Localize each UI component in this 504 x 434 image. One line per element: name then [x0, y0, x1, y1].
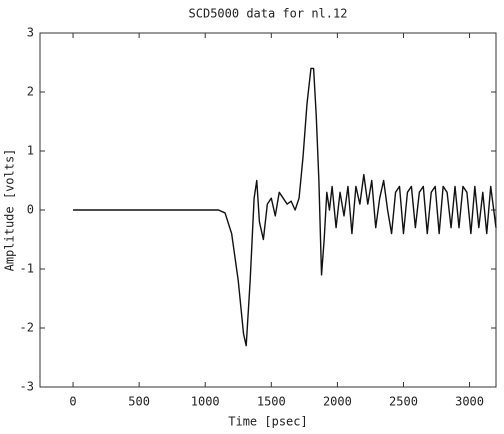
x-tick-label: 1000: [191, 395, 220, 409]
x-tick-label: 2500: [389, 395, 418, 409]
x-tick-label: 0: [69, 395, 76, 409]
chart-title: SCD5000 data for nl.12: [189, 7, 348, 21]
x-tick-label: 1500: [257, 395, 286, 409]
x-tick-label: 500: [128, 395, 150, 409]
x-axis-label: Time [psec]: [228, 415, 307, 429]
data-line: [73, 67, 497, 347]
y-tick-label: 1: [27, 144, 34, 158]
y-tick-label: -3: [20, 380, 34, 394]
y-axis-label: Amplitude [volts]: [3, 149, 17, 272]
y-tick-label: 2: [27, 85, 34, 99]
y-tick-label: -2: [20, 321, 34, 335]
y-tick-label: 3: [27, 26, 34, 40]
x-tick-label: 2000: [323, 395, 352, 409]
y-tick-label: -1: [20, 262, 34, 276]
y-tick-label: 0: [27, 203, 34, 217]
x-tick-label: 3000: [455, 395, 484, 409]
